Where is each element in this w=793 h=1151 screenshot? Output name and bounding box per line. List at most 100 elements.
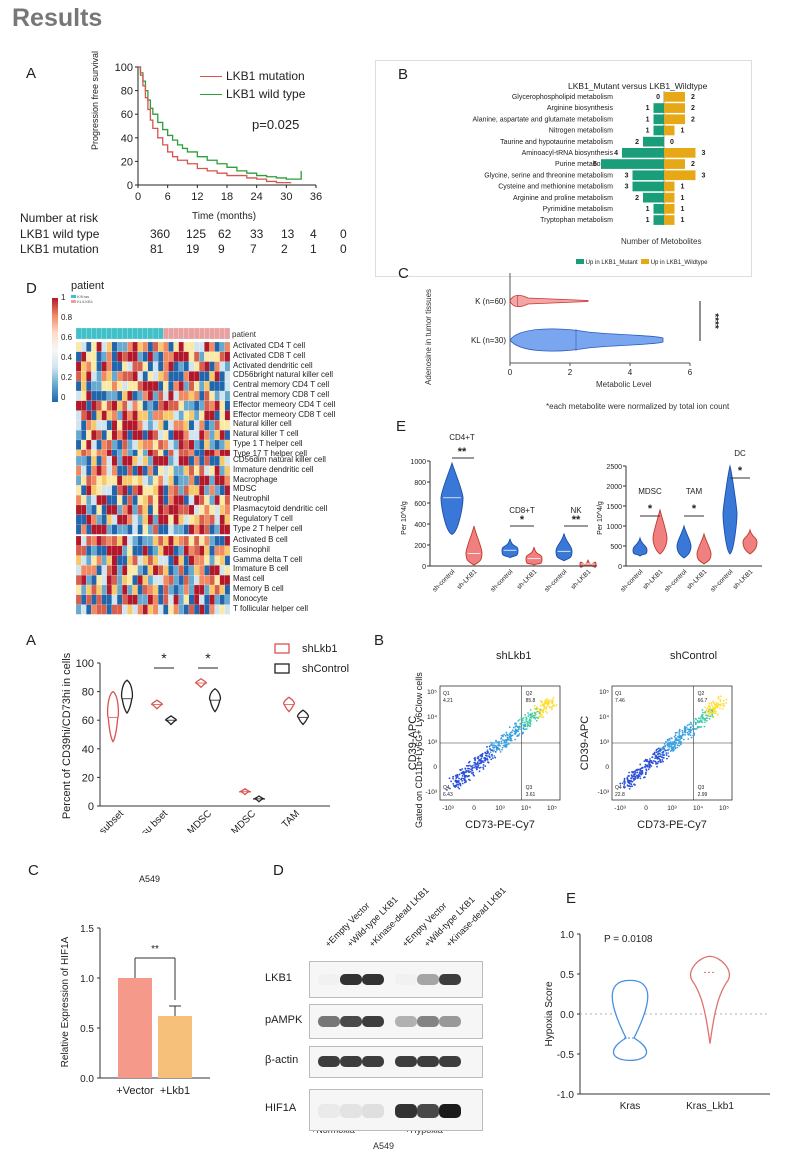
flow-event bbox=[627, 781, 630, 784]
heat-cell bbox=[224, 390, 231, 401]
heat-cell bbox=[158, 381, 164, 392]
heat-cell bbox=[214, 594, 220, 605]
flow-event bbox=[467, 764, 469, 767]
heat-cell bbox=[209, 575, 215, 586]
violin-lkb1 bbox=[465, 525, 483, 566]
flow-event bbox=[697, 720, 700, 723]
heat-cell bbox=[147, 351, 154, 362]
flow-event bbox=[670, 737, 673, 739]
heat-cell bbox=[106, 575, 113, 586]
flow-event bbox=[627, 775, 630, 777]
flow-event bbox=[488, 756, 491, 759]
sig-mark: ** bbox=[151, 944, 159, 955]
heat-cell bbox=[173, 439, 179, 450]
heat-cell bbox=[75, 341, 82, 352]
heat-cell bbox=[199, 475, 205, 486]
heat-cell bbox=[111, 361, 118, 372]
heat-cell bbox=[152, 420, 159, 431]
flow-event bbox=[527, 715, 530, 718]
flow-event bbox=[704, 706, 707, 709]
heat-cell bbox=[183, 475, 190, 486]
flow-event bbox=[645, 768, 647, 770]
heat-cell bbox=[204, 430, 210, 441]
flow-event bbox=[689, 731, 692, 734]
heat-cell bbox=[199, 575, 205, 586]
heat-cell bbox=[142, 495, 148, 506]
heat-cell bbox=[204, 514, 210, 525]
sig-mark: * bbox=[692, 503, 697, 515]
quad-value: 66.7 bbox=[698, 698, 708, 704]
bar-wildtype bbox=[664, 204, 675, 214]
page-title: Results bbox=[12, 4, 103, 32]
heat-cell bbox=[142, 575, 148, 586]
count-wildtype: 1 bbox=[681, 128, 685, 135]
flow-event bbox=[553, 705, 556, 707]
heat-cell bbox=[96, 420, 102, 431]
heat-cell bbox=[193, 439, 200, 450]
flow-event bbox=[490, 744, 492, 747]
count-wildtype: 2 bbox=[691, 94, 695, 101]
flow-event bbox=[692, 719, 695, 722]
flow-event bbox=[646, 758, 649, 761]
heat-cell bbox=[96, 485, 102, 496]
legend-mutation: LKB1 mutation bbox=[200, 69, 305, 83]
heat-cell bbox=[224, 400, 231, 411]
heat-cell bbox=[209, 351, 215, 362]
bar-lkb1 bbox=[158, 1016, 192, 1078]
count-wildtype: 0 bbox=[670, 139, 674, 146]
heat-cell bbox=[101, 555, 107, 566]
heat-cell bbox=[101, 604, 107, 615]
heat-cell bbox=[219, 504, 225, 515]
flow-event bbox=[514, 722, 517, 725]
heat-cell bbox=[96, 465, 102, 476]
heat-cell bbox=[214, 485, 220, 496]
flow-event bbox=[524, 714, 527, 716]
y-tick-label: 0 bbox=[605, 764, 609, 771]
heat-cell bbox=[214, 514, 220, 525]
heat-cell bbox=[132, 545, 138, 556]
heat-cell bbox=[122, 575, 128, 586]
heat-cell bbox=[193, 361, 200, 372]
heat-cell bbox=[116, 565, 123, 576]
heat-cell bbox=[111, 524, 118, 535]
flow-event bbox=[641, 772, 644, 775]
cell-type-label: Activated CD8 T cell bbox=[233, 350, 306, 360]
heat-cell bbox=[199, 604, 205, 615]
flow-event bbox=[657, 760, 660, 763]
flow-event bbox=[630, 780, 633, 783]
heat-cell bbox=[81, 495, 87, 506]
blot-band bbox=[439, 973, 461, 985]
heat-cell bbox=[122, 410, 128, 421]
heat-cell bbox=[168, 565, 174, 576]
heat-cell bbox=[204, 475, 210, 486]
risk-value: 125 bbox=[186, 227, 207, 241]
heat-cell bbox=[209, 465, 215, 476]
heat-cell bbox=[199, 400, 205, 411]
heat-cell bbox=[188, 504, 195, 515]
heat-cell bbox=[122, 604, 128, 615]
y-tick-label: 0 bbox=[127, 180, 133, 192]
legend-wildtype: LKB1 wild type bbox=[200, 87, 305, 101]
heat-cell bbox=[188, 439, 195, 450]
flow-event bbox=[705, 709, 708, 712]
violin-k bbox=[509, 294, 589, 308]
heat-cell bbox=[96, 514, 102, 525]
sig-mark: ** bbox=[458, 446, 467, 458]
heat-cell bbox=[173, 430, 179, 441]
heat-cell bbox=[101, 465, 107, 476]
flow-event bbox=[694, 721, 697, 724]
heat-cell bbox=[204, 565, 210, 576]
heat-cell bbox=[147, 504, 154, 515]
heat-cell bbox=[127, 584, 133, 595]
flow-event bbox=[546, 703, 549, 706]
bar-wildtype bbox=[664, 215, 675, 225]
heat-cell bbox=[152, 371, 159, 382]
heat-cell bbox=[219, 535, 225, 546]
heat-cell bbox=[147, 390, 154, 401]
flow-event bbox=[490, 758, 493, 761]
flow-event bbox=[506, 733, 508, 736]
heat-cell bbox=[214, 565, 220, 576]
heat-cell bbox=[168, 361, 174, 372]
flow-event bbox=[500, 740, 503, 743]
heat-cell bbox=[152, 514, 159, 525]
